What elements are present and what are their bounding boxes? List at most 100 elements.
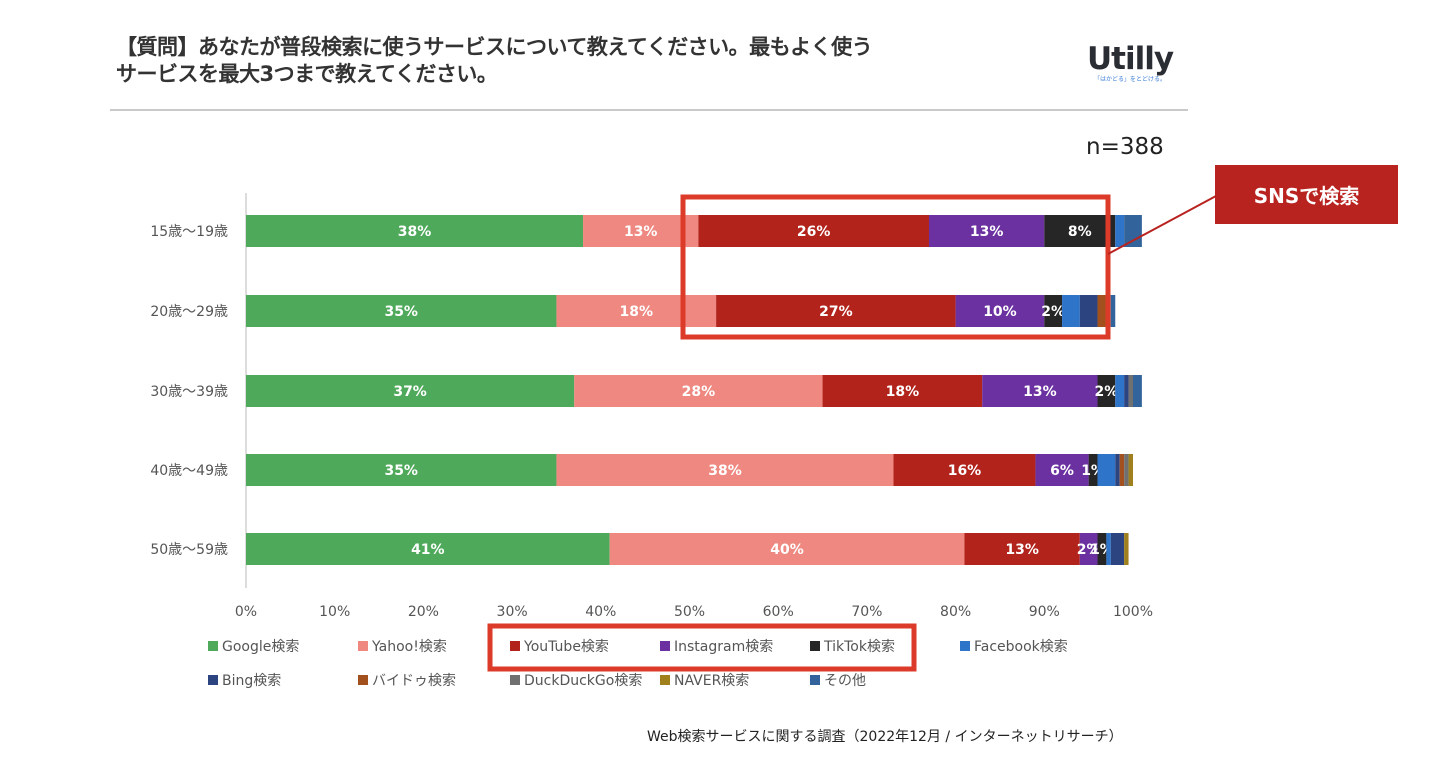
bar-segment bbox=[698, 215, 929, 247]
bar-data-label: 8% bbox=[1068, 224, 1092, 240]
bar-segment bbox=[1097, 375, 1116, 407]
x-tick-label: 0% bbox=[235, 604, 257, 620]
bar-segment bbox=[1097, 295, 1107, 327]
bar-segment bbox=[982, 375, 1098, 407]
x-axis-ticks: 0% 10% 20% 30% 40% 50% 60% 70% 80% 90% 100% bbox=[235, 604, 1153, 620]
legend-swatch bbox=[660, 641, 670, 651]
bar-segment bbox=[1110, 295, 1116, 327]
x-tick-label: 90% bbox=[1029, 604, 1060, 620]
legend-swatch bbox=[358, 675, 368, 685]
bar-data-label: 28% bbox=[682, 384, 716, 400]
bar-segment bbox=[1115, 375, 1125, 407]
sample-size-label: n=388 bbox=[1086, 134, 1164, 160]
bar-segment bbox=[1062, 295, 1080, 327]
bar-data-label: 2% bbox=[1041, 304, 1065, 320]
bar-segment bbox=[1124, 215, 1142, 247]
bar-segment bbox=[1079, 533, 1098, 565]
bar-data-label: 40% bbox=[770, 542, 804, 558]
bar-segment bbox=[893, 454, 1036, 486]
bar-segment bbox=[1128, 454, 1133, 486]
bar-data-label: 6% bbox=[1050, 463, 1074, 479]
bar-data-label: 38% bbox=[398, 224, 432, 240]
bar-segment bbox=[1035, 454, 1089, 486]
bar-segment bbox=[1044, 215, 1116, 247]
x-tick-label: 100% bbox=[1113, 604, 1153, 620]
category-label: 20歳〜29歳 bbox=[150, 304, 228, 320]
bar-data-label: 38% bbox=[708, 463, 742, 479]
bar-data-label: 26% bbox=[797, 224, 831, 240]
bar-segment bbox=[928, 215, 1045, 247]
header-divider bbox=[110, 109, 1188, 111]
bar-segment bbox=[1115, 215, 1125, 247]
sns-bars-highlight-box bbox=[680, 194, 1111, 340]
legend-label: Instagram検索 bbox=[674, 638, 773, 655]
highlight-annotations bbox=[487, 194, 1217, 672]
bar-segment bbox=[1097, 533, 1107, 565]
bar-data-label: 13% bbox=[1023, 384, 1057, 400]
legend-label: Facebook検索 bbox=[974, 638, 1068, 655]
bar-segment bbox=[583, 215, 699, 247]
x-tick-label: 30% bbox=[497, 604, 528, 620]
bar-data-label: 2% bbox=[1094, 384, 1118, 400]
bar-data-label: 18% bbox=[620, 304, 654, 320]
bar-segment bbox=[1079, 295, 1098, 327]
bar-segment bbox=[246, 295, 557, 327]
bar-segment bbox=[1124, 375, 1129, 407]
legend-label: Google検索 bbox=[222, 638, 299, 655]
category-label: 50歳〜59歳 bbox=[150, 542, 228, 558]
legend-swatch bbox=[208, 675, 218, 685]
legend-swatch bbox=[810, 641, 820, 651]
bar-segment bbox=[1115, 454, 1120, 486]
bar-segment bbox=[246, 454, 557, 486]
legend-label: その他 bbox=[824, 673, 866, 689]
bar-segment bbox=[1088, 454, 1098, 486]
bar-segment bbox=[1124, 533, 1129, 565]
bar-data-label: 16% bbox=[948, 463, 982, 479]
legend-label: Bing検索 bbox=[222, 672, 281, 689]
question-title-line-1: 【質問】あなたが普段検索に使うサービスについて教えてください。最もよく使う bbox=[116, 35, 873, 59]
legend-swatch bbox=[208, 641, 218, 651]
legend-swatch bbox=[810, 675, 820, 685]
question-title: 【質問】あなたが普段検索に使うサービスについて教えてください。最もよく使う サー… bbox=[116, 34, 1056, 88]
logo-wordmark: Utilly bbox=[1086, 41, 1174, 77]
legend-label: DuckDuckGo検索 bbox=[524, 672, 642, 689]
source-note: Web検索サービスに関する調査（2022年12月 / インターネットリサーチ） bbox=[647, 729, 1123, 745]
category-label: 40歳〜49歳 bbox=[150, 463, 228, 479]
bar-data-label: 2% bbox=[1077, 542, 1101, 558]
x-tick-label: 20% bbox=[408, 604, 439, 620]
bar-data-label: 27% bbox=[819, 304, 853, 320]
legend-label: Yahoo!検索 bbox=[371, 638, 447, 655]
bar-segment bbox=[1119, 454, 1125, 486]
bars-group: 38% 13% 26% 13% 8% 35% 18% 27% 10% 2% 37% 28% 18% 13%… bbox=[246, 215, 1142, 565]
bar-segment bbox=[1124, 454, 1129, 486]
bar-segment bbox=[955, 295, 1045, 327]
legend-label: YouTube検索 bbox=[523, 638, 609, 655]
callout-connector-line bbox=[1107, 195, 1217, 255]
bar-segment bbox=[246, 533, 610, 565]
bar-segment bbox=[1044, 295, 1063, 327]
x-tick-label: 70% bbox=[851, 604, 882, 620]
bar-segment bbox=[1133, 375, 1142, 407]
bar-data-label: 41% bbox=[411, 542, 445, 558]
legend: Google検索 Yahoo!検索 YouTube検索 Instagram検索 TikT… bbox=[208, 638, 1068, 689]
sns-legend-highlight-box bbox=[487, 623, 917, 672]
bar-data-label: 13% bbox=[970, 224, 1004, 240]
legend-swatch bbox=[510, 675, 520, 685]
legend-label: バイドゥ検索 bbox=[372, 672, 456, 689]
bar-data-label: 35% bbox=[384, 304, 418, 320]
bar-data-label: 13% bbox=[1005, 542, 1039, 558]
bar-data-label: 13% bbox=[624, 224, 658, 240]
utilly-logo: Utilly 「はかどる」をとどける。 bbox=[1080, 42, 1180, 84]
bar-segment bbox=[1097, 454, 1116, 486]
category-label: 30歳〜39歳 bbox=[150, 384, 228, 400]
legend-swatch bbox=[358, 641, 368, 651]
legend-label: NAVER検索 bbox=[674, 672, 749, 689]
bar-segment bbox=[556, 295, 717, 327]
bar-segment bbox=[246, 375, 575, 407]
bar-segment bbox=[822, 375, 983, 407]
bar-segment bbox=[1128, 375, 1133, 407]
legend-swatch bbox=[510, 641, 520, 651]
bar-segment bbox=[246, 215, 584, 247]
legend-swatch bbox=[960, 641, 970, 651]
